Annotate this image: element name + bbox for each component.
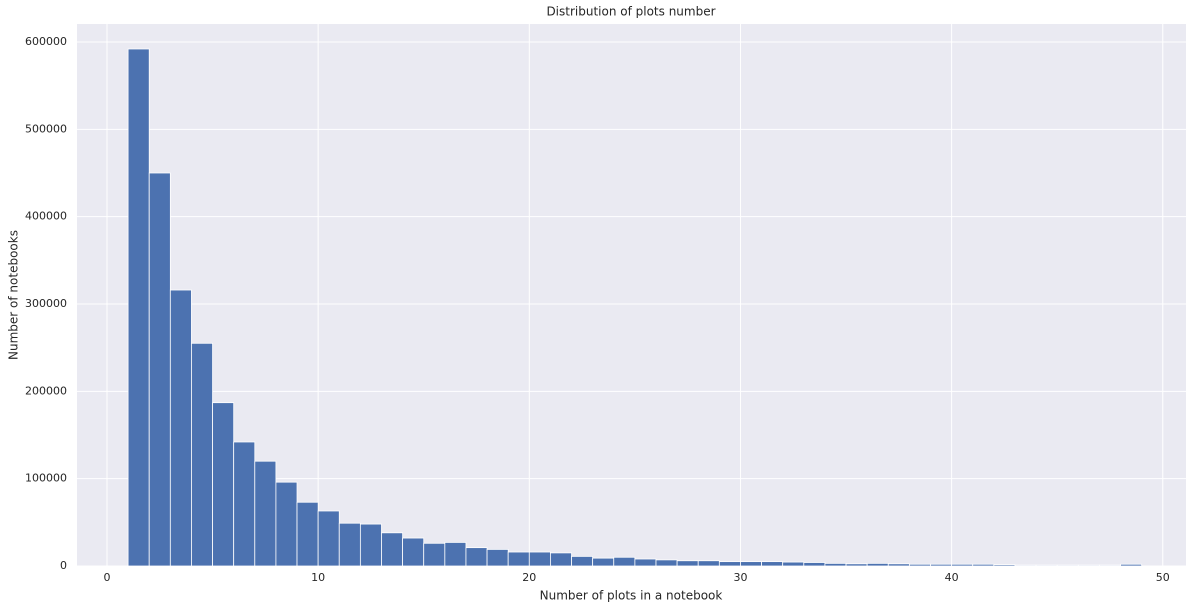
y-tick-label: 200000: [25, 384, 67, 397]
bar: [1077, 564, 1100, 567]
bar: [655, 559, 678, 567]
bar: [571, 555, 594, 567]
bar: [1056, 564, 1079, 567]
bar: [761, 561, 784, 567]
bar: [402, 537, 425, 567]
bar: [148, 172, 171, 567]
bar: [592, 557, 615, 567]
bar: [359, 523, 382, 567]
x-tick-label: 50: [1156, 571, 1170, 584]
bar: [444, 542, 467, 567]
bar: [486, 549, 509, 567]
bar: [1099, 564, 1121, 567]
x-tick-label: 10: [311, 571, 325, 584]
bar: [1014, 564, 1037, 567]
bar: [824, 562, 847, 567]
y-axis-label: Number of notebooks: [7, 230, 21, 360]
x-tick-label: 30: [733, 571, 747, 584]
bar: [972, 563, 995, 567]
bar: [507, 551, 530, 567]
bar: [634, 558, 657, 567]
bar: [908, 563, 931, 567]
bar: [550, 552, 572, 567]
y-tick-label: 400000: [25, 210, 67, 223]
x-tick-label: 40: [945, 571, 959, 584]
bar: [233, 441, 256, 567]
bar: [381, 532, 404, 567]
bar: [275, 481, 298, 567]
bar: [191, 342, 213, 567]
bar: [613, 556, 636, 567]
bar: [676, 560, 699, 567]
bar: [887, 563, 910, 567]
bar: [718, 561, 741, 567]
bar: [528, 551, 551, 567]
bar: [423, 542, 446, 567]
bar: [697, 560, 720, 567]
y-tick-label: 100000: [25, 472, 67, 485]
bar: [338, 522, 361, 567]
y-tick-label: 0: [60, 559, 67, 572]
bar: [845, 563, 868, 567]
bar: [930, 563, 953, 567]
bar: [212, 402, 235, 567]
y-tick-label: 500000: [25, 122, 67, 135]
x-axis-label: Number of plots in a notebook: [540, 589, 723, 603]
x-tick-label: 20: [522, 571, 536, 584]
bar: [1035, 564, 1058, 567]
bar: [866, 562, 889, 567]
bar: [127, 48, 150, 567]
bar: [465, 547, 488, 567]
x-tick-label: 0: [103, 571, 110, 584]
bar: [782, 561, 805, 567]
bar: [1120, 563, 1143, 567]
y-tick-label: 300000: [25, 297, 67, 310]
bar: [993, 564, 1016, 567]
bar: [296, 501, 319, 567]
y-tick-label: 600000: [25, 35, 67, 48]
bar: [951, 563, 974, 567]
bar: [169, 289, 192, 567]
bar: [740, 561, 762, 567]
bar: [317, 510, 340, 567]
bar: [803, 562, 826, 567]
bar: [254, 460, 277, 567]
chart-title: Distribution of plots number: [546, 5, 715, 19]
